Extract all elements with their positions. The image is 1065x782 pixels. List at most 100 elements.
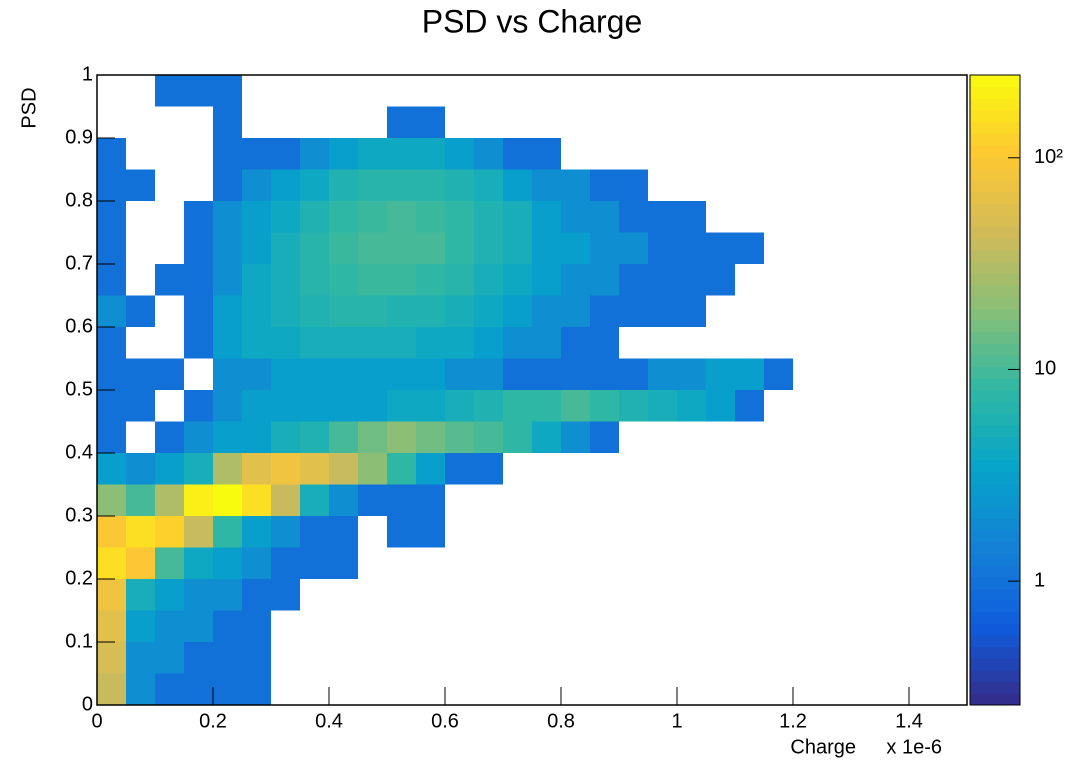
cell [648, 264, 677, 296]
cell [358, 421, 387, 453]
color-bar-step [970, 238, 1020, 251]
cell [271, 232, 300, 264]
cell [242, 547, 271, 579]
cell [474, 421, 503, 453]
cell [97, 295, 126, 327]
cell [213, 138, 242, 170]
cell [271, 421, 300, 453]
color-bar-step [970, 133, 1020, 146]
cell [97, 673, 126, 705]
cell [271, 358, 300, 390]
color-bar-step [970, 191, 1020, 204]
cell [271, 453, 300, 485]
cell [590, 232, 619, 264]
cell [155, 421, 184, 453]
cell [329, 390, 358, 422]
cell [619, 232, 648, 264]
cell [184, 579, 213, 611]
y-tick-label: 0.9 [65, 126, 93, 148]
cell [561, 295, 590, 327]
color-bar-step [970, 180, 1020, 193]
color-bar-step [970, 203, 1020, 216]
x-axis-multiplier: x 1e-6 [886, 736, 942, 758]
color-bar-step [970, 343, 1020, 356]
cell [677, 390, 706, 422]
cell [242, 484, 271, 516]
color-bar-step [970, 600, 1020, 613]
cell [358, 295, 387, 327]
cell [474, 232, 503, 264]
cell [155, 547, 184, 579]
cell [358, 138, 387, 170]
cell [503, 264, 532, 296]
cell [97, 610, 126, 642]
cell [474, 295, 503, 327]
cell [213, 610, 242, 642]
cell [590, 327, 619, 359]
cell [416, 421, 445, 453]
color-bar-step [970, 495, 1020, 508]
cell [503, 201, 532, 233]
cell [126, 484, 155, 516]
y-tick-label: 0.4 [65, 441, 93, 463]
cell [648, 232, 677, 264]
cell [358, 264, 387, 296]
cell [97, 484, 126, 516]
cell [358, 327, 387, 359]
color-bar-step [970, 250, 1020, 263]
x-axis-label: Charge [790, 736, 856, 758]
cell [126, 547, 155, 579]
color-bar-step [970, 98, 1020, 111]
cell [387, 138, 416, 170]
cell [503, 390, 532, 422]
cell [300, 138, 329, 170]
cell [126, 579, 155, 611]
cell [213, 516, 242, 548]
cell [213, 453, 242, 485]
color-bar-step [970, 530, 1020, 543]
cell [126, 610, 155, 642]
cell [184, 295, 213, 327]
color-bar-step [970, 623, 1020, 636]
cell [242, 264, 271, 296]
color-bar-step [970, 448, 1020, 461]
cell [184, 232, 213, 264]
cell [213, 421, 242, 453]
color-bar-step [970, 320, 1020, 333]
cell [97, 327, 126, 359]
cell [97, 547, 126, 579]
x-tick-label: 0.4 [315, 710, 343, 732]
cell [706, 358, 735, 390]
cell [300, 516, 329, 548]
cell [532, 138, 561, 170]
cell [387, 516, 416, 548]
cell [155, 642, 184, 674]
color-bar-step [970, 401, 1020, 414]
cell [445, 264, 474, 296]
cell [213, 264, 242, 296]
cell [677, 358, 706, 390]
color-bar-step [970, 425, 1020, 438]
cell [648, 201, 677, 233]
cell [184, 75, 213, 107]
cell [271, 264, 300, 296]
cell [126, 390, 155, 422]
z-tick-label: 1 [1034, 569, 1045, 591]
color-bar-step [970, 670, 1020, 683]
cell [184, 547, 213, 579]
cell [271, 579, 300, 611]
cell [155, 484, 184, 516]
color-bar-step [970, 553, 1020, 566]
cell [416, 484, 445, 516]
color-bar-step [970, 308, 1020, 321]
cell [474, 327, 503, 359]
color-bar-step [970, 565, 1020, 578]
cell [271, 295, 300, 327]
cell [735, 390, 764, 422]
color-bar-step [970, 110, 1020, 123]
color-bar-frame [969, 74, 1021, 706]
cell [561, 327, 590, 359]
cell [126, 673, 155, 705]
cell [532, 169, 561, 201]
